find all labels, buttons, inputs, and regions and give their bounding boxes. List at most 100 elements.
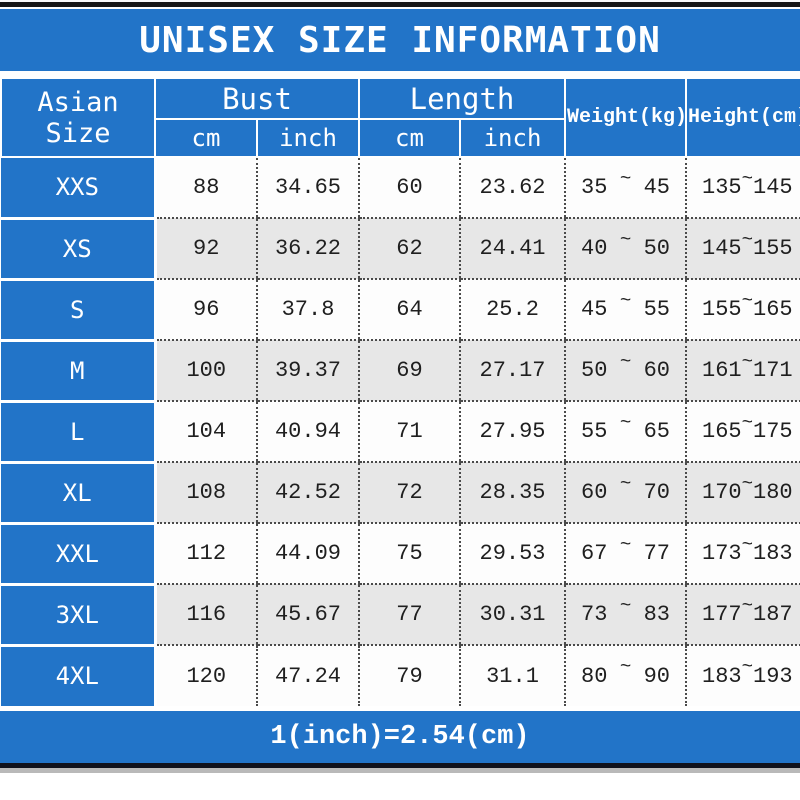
height-max: 193 — [753, 663, 793, 689]
tilde-separator: ~ — [619, 167, 632, 190]
height-max: 175 — [753, 419, 793, 444]
bust-cm-value: 116 — [155, 584, 257, 646]
weight-range-cell: 55 ~ 65 — [564, 401, 687, 463]
length-cm-value: 77 — [358, 584, 460, 646]
bust-inch-value: 45.67 — [256, 584, 359, 646]
tilde-separator: ~ — [619, 594, 632, 617]
height-range: 173 ~ 183 — [688, 534, 800, 567]
weight-range: 67 ~ 77 — [567, 534, 684, 567]
weight-max: 45 — [643, 175, 671, 200]
tilde-separator: ~ — [619, 656, 632, 678]
table-row: XXL 112 44.09 75 29.53 67 ~ 77 173 ~ 183 — [1, 523, 800, 586]
header-height: Height(cm) — [685, 77, 800, 158]
weight-max: 55 — [643, 297, 671, 322]
top-white-edge — [0, 0, 800, 2]
weight-range-cell: 45 ~ 55 — [564, 279, 687, 341]
weight-range: 60 ~ 70 — [567, 473, 684, 506]
weight-max: 60 — [643, 358, 671, 383]
weight-range: 40 ~ 50 — [567, 229, 684, 262]
length-inch-value: 23.62 — [458, 157, 566, 219]
tilde-separator: ~ — [741, 472, 754, 495]
height-max: 165 — [753, 297, 793, 322]
top-gap — [0, 7, 800, 9]
height-range: 177 ~ 187 — [688, 595, 800, 628]
height-min: 173 — [702, 541, 742, 566]
height-range: 145 ~ 155 — [688, 229, 800, 262]
weight-range-cell: 60 ~ 70 — [564, 462, 687, 524]
weight-min: 60 — [581, 480, 608, 505]
height-max: 171 — [753, 358, 793, 383]
header-length-inch: inch — [458, 118, 567, 158]
height-range-cell: 161 ~ 171 — [685, 340, 800, 402]
height-range: 170 ~ 180 — [688, 473, 800, 506]
weight-max: 77 — [643, 541, 671, 566]
weight-range-cell: 35 ~ 45 — [564, 157, 687, 219]
size-label: XXS — [1, 157, 157, 220]
height-min: 135 — [702, 175, 742, 200]
tilde-separator: ~ — [741, 411, 754, 434]
length-cm-value: 72 — [358, 462, 460, 524]
weight-min: 50 — [581, 358, 608, 383]
table-row: 4XL 120 47.24 79 31.1 80 ~ 90 183 ~ 193 — [1, 645, 800, 706]
weight-max: 50 — [643, 236, 671, 261]
bust-inch-value: 44.09 — [256, 523, 359, 585]
height-min: 165 — [702, 419, 742, 444]
height-range-cell: 165 ~ 175 — [685, 401, 800, 463]
tilde-separator: ~ — [741, 167, 754, 190]
length-inch-value: 25.2 — [458, 279, 566, 341]
bust-inch-value: 47.24 — [256, 645, 359, 706]
bust-cm-value: 88 — [155, 157, 257, 219]
weight-range: 35 ~ 45 — [567, 168, 684, 201]
header-bust-inch: inch — [256, 118, 360, 158]
bust-cm-value: 120 — [155, 645, 257, 706]
tilde-separator: ~ — [619, 472, 632, 495]
length-cm-value: 64 — [358, 279, 460, 341]
length-cm-value: 79 — [358, 645, 460, 706]
weight-min: 40 — [581, 236, 608, 261]
footer-band: 1(inch)=2.54(cm) — [0, 711, 800, 763]
weight-max: 65 — [643, 419, 671, 444]
size-label: XXL — [1, 523, 157, 586]
height-max: 155 — [753, 236, 793, 261]
length-inch-value: 28.35 — [458, 462, 566, 524]
table-footer-gap — [0, 706, 800, 711]
length-cm-value: 60 — [358, 157, 460, 219]
tilde-separator: ~ — [741, 350, 754, 373]
bottom-gray-bar — [0, 768, 800, 773]
tilde-separator: ~ — [619, 411, 632, 434]
height-range: 161 ~ 171 — [688, 351, 800, 384]
size-label: M — [1, 340, 157, 403]
table-body: XXS 88 34.65 60 23.62 35 ~ 45 135 ~ 145 — [1, 157, 800, 706]
length-cm-value: 69 — [358, 340, 460, 402]
weight-max: 83 — [643, 602, 671, 627]
height-range: 165 ~ 175 — [688, 412, 800, 445]
size-label: L — [1, 401, 157, 464]
header-length-cm: cm — [358, 118, 461, 158]
table-row: XXS 88 34.65 60 23.62 35 ~ 45 135 ~ 145 — [1, 157, 800, 220]
table-row: 3XL 116 45.67 77 30.31 73 ~ 83 177 ~ 187 — [1, 584, 800, 647]
bust-inch-value: 34.65 — [256, 157, 359, 219]
height-range: 135 ~ 145 — [688, 168, 800, 201]
bust-inch-value: 36.22 — [256, 218, 359, 280]
height-min: 155 — [702, 297, 742, 322]
height-min: 177 — [702, 602, 742, 627]
title-table-gap — [0, 71, 800, 77]
weight-range-cell: 40 ~ 50 — [564, 218, 687, 280]
weight-range: 80 ~ 90 — [567, 656, 684, 689]
length-inch-value: 29.53 — [458, 523, 566, 585]
weight-min: 45 — [581, 297, 608, 322]
table-header: Asian Size Bust Length Weight(kg) Height… — [0, 77, 800, 158]
bust-inch-value: 40.94 — [256, 401, 359, 463]
length-cm-value: 75 — [358, 523, 460, 585]
height-max: 145 — [753, 175, 793, 200]
bust-cm-value: 92 — [155, 218, 257, 280]
tilde-separator: ~ — [619, 533, 632, 556]
size-label: XL — [1, 462, 157, 525]
height-min: 145 — [702, 236, 742, 261]
weight-min: 35 — [581, 175, 608, 200]
tilde-separator: ~ — [619, 350, 632, 373]
height-range: 155 ~ 165 — [688, 290, 800, 323]
bust-inch-value: 37.8 — [256, 279, 359, 341]
weight-range-cell: 50 ~ 60 — [564, 340, 687, 402]
table-row: XS 92 36.22 62 24.41 40 ~ 50 145 ~ 155 — [1, 218, 800, 281]
